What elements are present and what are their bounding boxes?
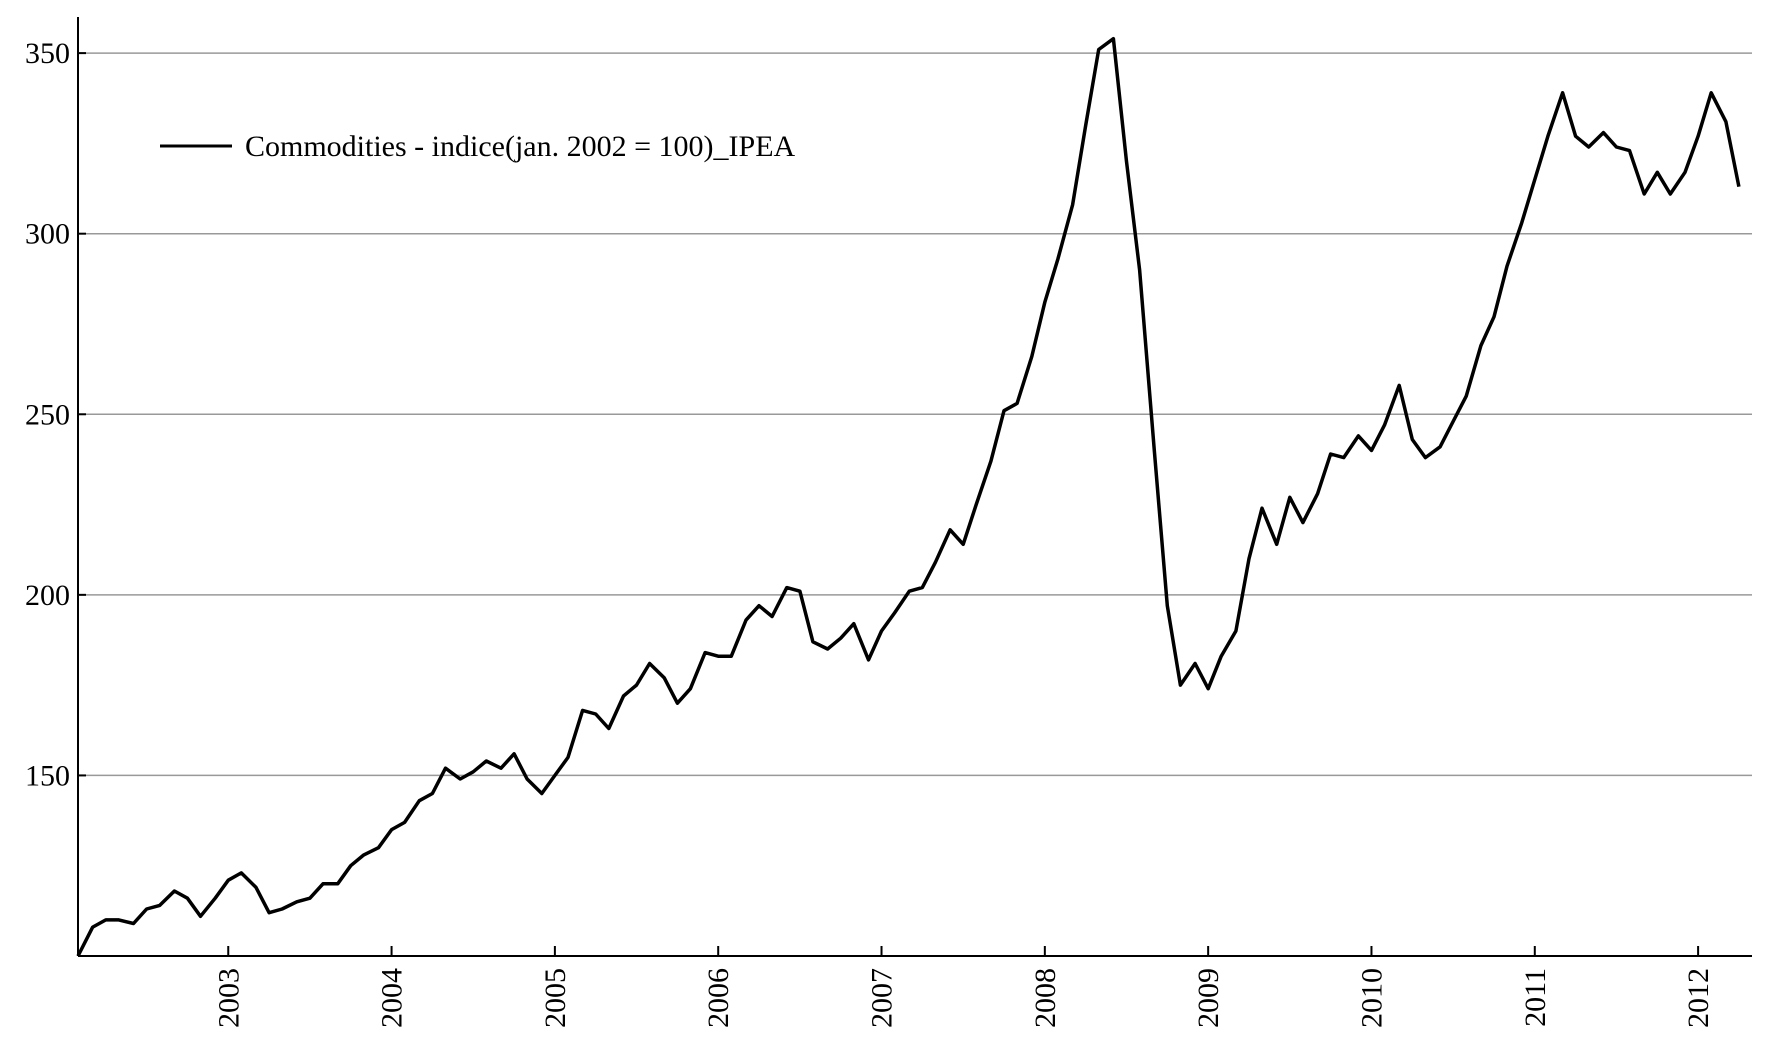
x-tick-label: 2004 [376, 968, 409, 1028]
x-tick-label: 2007 [866, 968, 899, 1028]
x-tick-label: 2006 [702, 968, 735, 1028]
x-tick-label: 2012 [1682, 968, 1715, 1028]
y-tick-label: 250 [25, 398, 70, 431]
y-tick-label: 200 [25, 579, 70, 612]
data-line [76, 36, 1741, 957]
y-tick-label: 300 [25, 218, 70, 251]
x-tick-label: 2005 [539, 968, 572, 1028]
y-tick-label: 350 [25, 37, 70, 70]
x-tick-label: 2011 [1519, 968, 1552, 1027]
x-tick-label: 2008 [1029, 968, 1062, 1028]
x-tick-label: 2010 [1355, 968, 1388, 1028]
y-tick-label: 150 [25, 759, 70, 792]
legend-label: Commodities - indice(jan. 2002 = 100)_IP… [245, 130, 796, 163]
x-tick-label: 2009 [1192, 968, 1225, 1028]
x-tick-label: 2003 [212, 968, 245, 1028]
